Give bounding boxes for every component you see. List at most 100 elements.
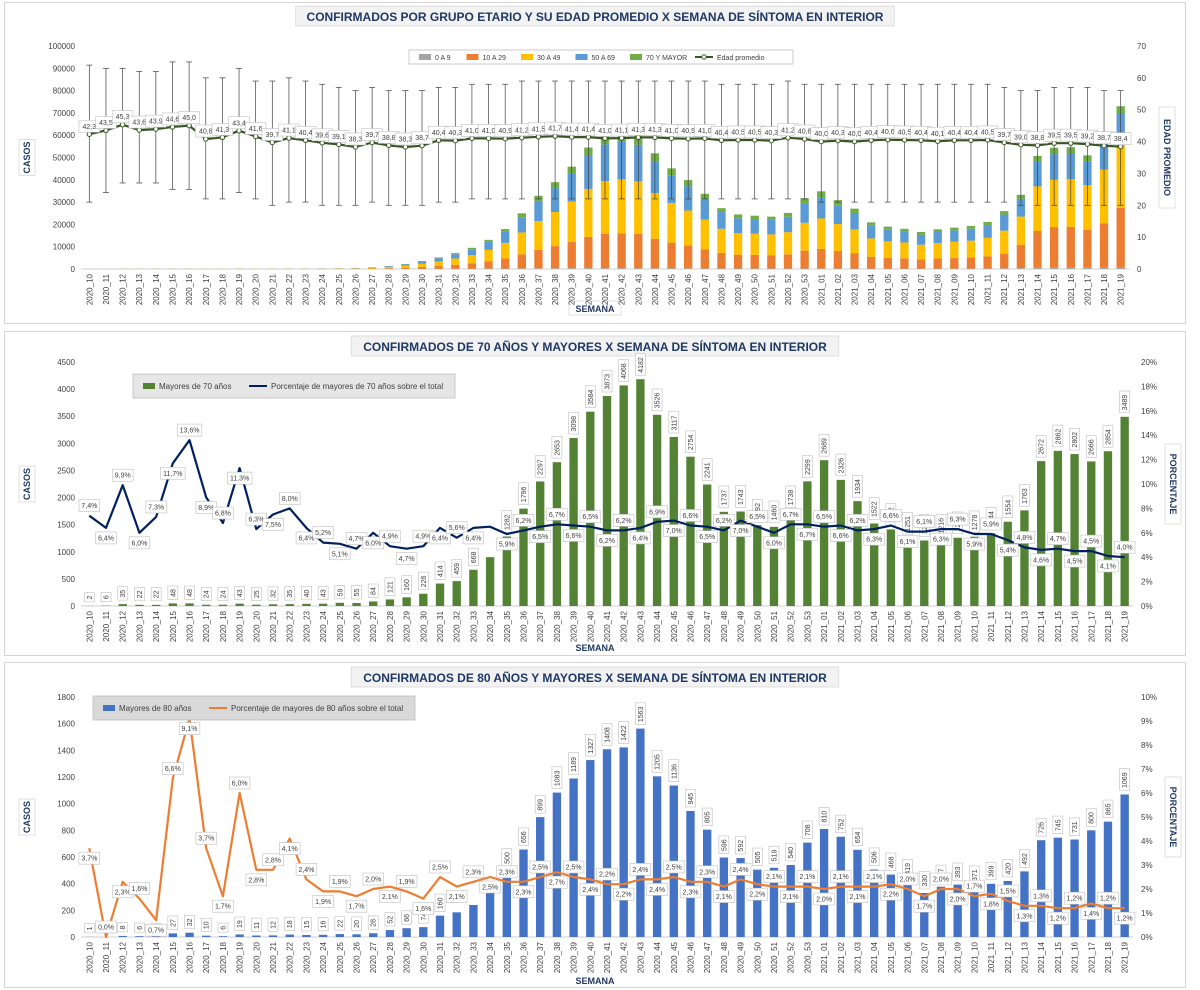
bar-value-label-box <box>334 585 346 600</box>
bar-value-label-box <box>334 916 346 931</box>
x-tick-label: 2020_27 <box>369 610 378 642</box>
line-value-label-box <box>1097 559 1119 573</box>
x-tick-label: 2020_29 <box>403 941 412 973</box>
bar-value-label: 3098 <box>571 416 578 432</box>
bar-50-a-69 <box>550 188 560 212</box>
line-value-label: 40,0 <box>814 131 828 138</box>
bar-value-label-box <box>351 916 362 931</box>
line-value-label: 6,6% <box>165 766 181 773</box>
bar-70-y-mayor <box>800 198 809 204</box>
bar-0-a-9 <box>833 268 843 269</box>
bar <box>552 462 562 606</box>
bar-value-label-box <box>1019 849 1030 868</box>
line-value-label: 40,5 <box>748 129 762 136</box>
line-value-label-box <box>176 423 203 437</box>
line-value-label: 40,0 <box>848 131 862 138</box>
x-tick-label: 2020_20 <box>252 273 261 305</box>
bar-50-a-69 <box>950 230 959 242</box>
line-value-label-box <box>245 873 267 887</box>
line-value-label-box <box>947 892 969 906</box>
bar-value-label-box <box>317 917 329 932</box>
line-value-label-box <box>663 860 685 874</box>
line-value-label: 38,7 <box>415 135 429 142</box>
y-tick-label: 0 <box>71 602 76 611</box>
bar-value-label: 2653 <box>554 440 561 456</box>
bar-value-label-box <box>1052 424 1064 448</box>
x-tick-label: 2020_51 <box>770 610 779 642</box>
x-tick-label: 2021_09 <box>954 610 963 642</box>
line-value-label: 7,0% <box>733 528 749 535</box>
bar-value-label-box <box>668 759 680 782</box>
bar-0-a-9 <box>634 268 643 269</box>
line-value-label-box <box>813 510 835 523</box>
bar-0-a-9 <box>550 268 560 269</box>
bar <box>235 603 244 606</box>
bar <box>986 883 996 937</box>
x-tick-label: 2020_14 <box>152 610 161 642</box>
bar-10-a-29 <box>933 258 942 269</box>
x-tick-label: 2020_39 <box>570 610 579 642</box>
x-tick-label: 2021_19 <box>1121 941 1130 973</box>
bar-70-y-mayor <box>484 239 493 242</box>
bar-value-label: 43 <box>237 589 244 597</box>
bar-value-label-box <box>768 500 780 524</box>
bar-50-a-69 <box>966 228 976 241</box>
x-tick-label: 2021_05 <box>887 610 896 642</box>
bar-30-a-49 <box>584 188 593 237</box>
bar-30-a-49 <box>434 261 443 266</box>
line-value-label: 2,5% <box>532 865 548 872</box>
line-marker <box>252 133 259 140</box>
y-tick-label: 30000 <box>53 198 76 207</box>
bar-value-label: 20 <box>354 920 361 928</box>
line-value-label-box <box>379 529 401 543</box>
bar-value-label-box <box>618 359 629 382</box>
bar-value-label-box <box>601 723 613 746</box>
line-value-label: 6,3% <box>248 517 264 524</box>
bar <box>1020 510 1029 606</box>
bar-30-a-49 <box>933 242 942 259</box>
line-value-label: 6,0% <box>365 540 381 547</box>
line-value-label: 41,6 <box>249 126 263 133</box>
bar-30-a-49 <box>417 263 427 267</box>
x-tick-label: 2020_18 <box>219 610 228 642</box>
bar-value-label: 1205 <box>655 754 662 770</box>
bar-value-label-box <box>518 482 529 505</box>
y2-tick-label: 9% <box>1141 717 1153 726</box>
line-value-label: 7,5% <box>265 522 281 529</box>
bar <box>552 792 562 937</box>
bar <box>769 526 779 606</box>
line-value-label: 40,4 <box>948 130 962 137</box>
y-tick-label: 1000 <box>57 800 75 809</box>
bar-value-label-box <box>551 766 563 789</box>
bar-value-label-box <box>618 721 629 744</box>
bar-10-a-29 <box>501 258 510 269</box>
bar <box>485 893 495 937</box>
x-tick-label: 2021_15 <box>1050 273 1059 305</box>
line-value-label: 1,5% <box>1000 889 1016 896</box>
x-tick-label: 2020_12 <box>119 273 128 305</box>
bar <box>753 525 762 606</box>
bar-10-a-29 <box>684 245 693 269</box>
line-value-label: 38,3 <box>399 137 413 144</box>
bar <box>703 829 712 937</box>
x-tick-label: 2021_08 <box>937 941 946 973</box>
bar <box>836 479 845 606</box>
x-tick-label: 2021_04 <box>870 941 879 973</box>
bar-10-a-29 <box>1099 223 1109 268</box>
bar-value-label: 654 <box>855 832 862 844</box>
line-value-label: 7,3% <box>148 504 164 511</box>
bar <box>1120 416 1129 606</box>
bar <box>452 581 461 606</box>
bar-30-a-49 <box>517 232 526 255</box>
y-tick-label: 4500 <box>57 358 75 367</box>
line-value-label: 43,5 <box>99 120 113 127</box>
line-value-label-box <box>729 863 752 876</box>
bar-value-label-box <box>367 915 379 930</box>
legend-item-10-a-29: 10 A 29 <box>483 55 506 62</box>
line-value-label: 8,0% <box>282 496 298 503</box>
bar-30-a-49 <box>484 249 493 262</box>
line-value-label-box <box>496 865 518 879</box>
line-value-label-box <box>178 111 200 124</box>
bar <box>803 842 812 937</box>
line-value-label: 6,6% <box>566 533 582 540</box>
